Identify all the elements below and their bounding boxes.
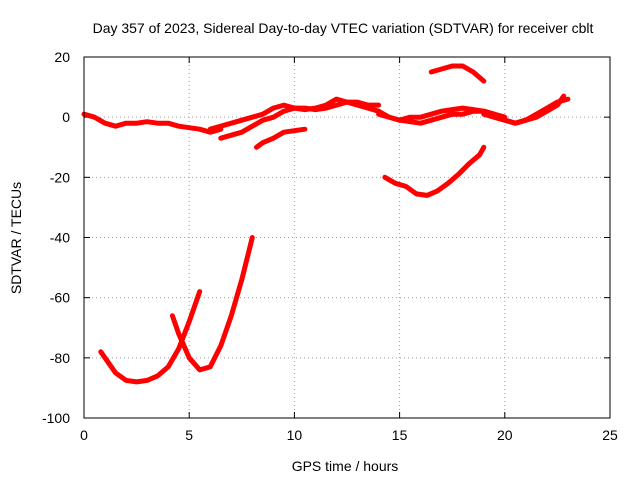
series-line-arc-main-1 — [81, 111, 224, 135]
y-tick-label: -20 — [50, 169, 70, 185]
y-tick-label: -100 — [42, 410, 70, 426]
y-tick-labels: -100 -80 -60 -40 -20 0 20 — [42, 49, 70, 426]
y-tick-label: -60 — [50, 290, 70, 306]
y-tick-label: -80 — [50, 350, 70, 366]
chart-title: Day 357 of 2023, Sidereal Day-to-day VTE… — [93, 20, 594, 36]
x-axis-label: GPS time / hours — [292, 458, 399, 474]
series-line-arc-low-1 — [98, 289, 203, 385]
series-line-arc-main-3 — [218, 99, 392, 141]
series-line-arc-main-7 — [491, 93, 567, 126]
y-tick-label: 0 — [62, 109, 70, 125]
x-tick-label: 5 — [185, 427, 193, 443]
x-tick-labels: 0 5 10 15 20 25 — [80, 427, 618, 443]
series-line-arc-peak — [428, 63, 487, 84]
y-axis-label: SDTVAR / TECUs — [8, 182, 24, 294]
y-tick-label: -40 — [50, 230, 70, 246]
series-line-arc-main-5 — [397, 105, 508, 123]
series-line-arc-dip — [382, 144, 487, 198]
x-tick-label: 10 — [287, 427, 303, 443]
axis-ticks — [83, 56, 611, 419]
x-tick-label: 20 — [497, 427, 513, 443]
x-tick-label: 0 — [80, 427, 88, 443]
series-line-arc-short-1 — [254, 126, 308, 150]
x-tick-label: 15 — [392, 427, 408, 443]
x-tick-label: 25 — [602, 427, 618, 443]
grid — [84, 57, 610, 418]
series-group — [81, 63, 571, 385]
y-tick-label: 20 — [54, 49, 70, 65]
plot-frame — [83, 56, 611, 419]
series-line-arc-low-2 — [169, 235, 255, 373]
